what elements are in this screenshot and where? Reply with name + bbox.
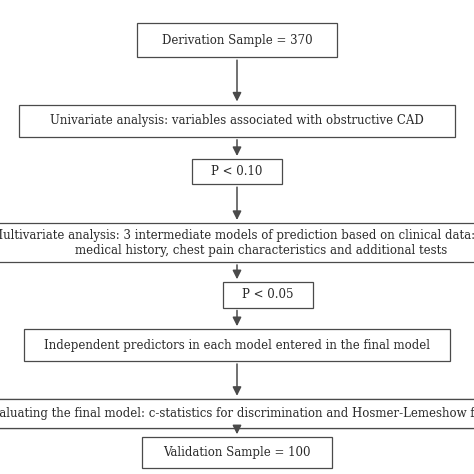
Text: Multivariate analysis: 3 intermediate models of prediction based on clinical dat: Multivariate analysis: 3 intermediate mo…: [0, 228, 474, 257]
Text: Independent predictors in each model entered in the final model: Independent predictors in each model ent…: [44, 338, 430, 352]
Text: P < 0.10: P < 0.10: [211, 165, 263, 178]
Text: P < 0.05: P < 0.05: [242, 288, 293, 301]
FancyBboxPatch shape: [19, 105, 455, 137]
FancyBboxPatch shape: [142, 437, 332, 468]
FancyBboxPatch shape: [223, 282, 313, 308]
Text: Validation Sample = 100: Validation Sample = 100: [163, 446, 311, 459]
Text: Derivation Sample = 370: Derivation Sample = 370: [162, 34, 312, 47]
Text: Univariate analysis: variables associated with obstructive CAD: Univariate analysis: variables associate…: [50, 114, 424, 128]
FancyBboxPatch shape: [137, 23, 337, 57]
FancyBboxPatch shape: [192, 159, 282, 184]
FancyBboxPatch shape: [0, 399, 474, 428]
FancyBboxPatch shape: [0, 223, 474, 262]
FancyBboxPatch shape: [24, 329, 450, 361]
Text: Evaluating the final model: c-statistics for discrimination and Hosmer-Lemeshow : Evaluating the final model: c-statistics…: [0, 407, 474, 420]
